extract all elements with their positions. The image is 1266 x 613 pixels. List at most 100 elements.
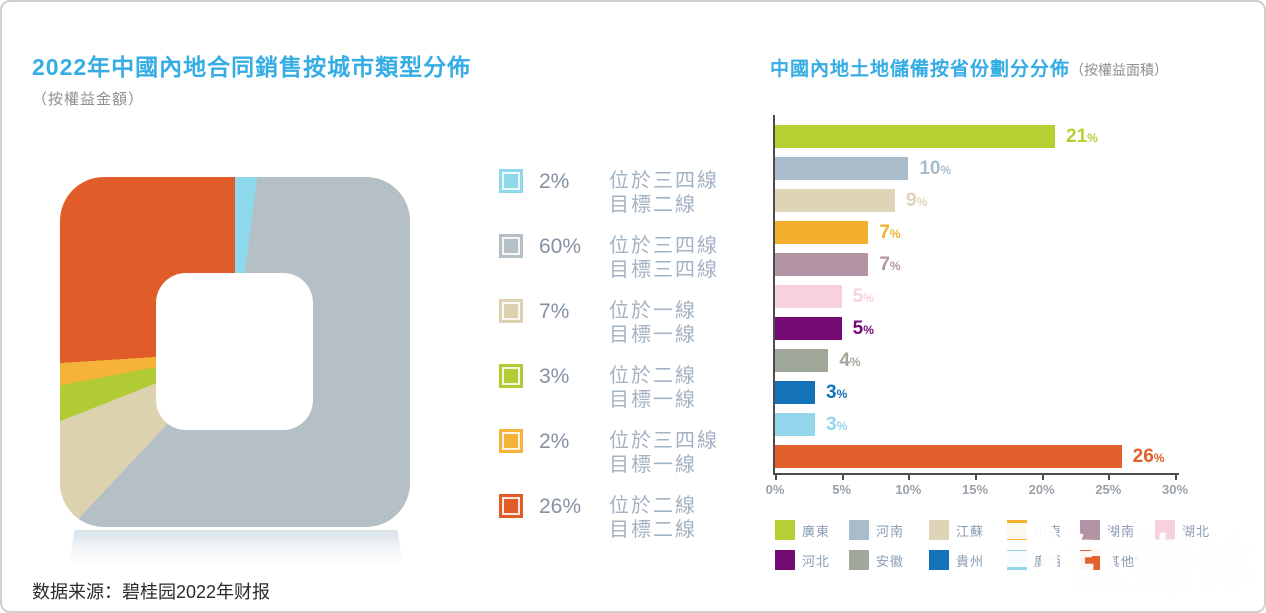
- legend-label: 位於三四線 目標一線: [609, 430, 719, 476]
- bar-row-湖北: 5%: [775, 285, 1195, 308]
- legend-label: 位於二線 目標一線: [609, 365, 697, 411]
- bar-value-label: 3%: [826, 414, 847, 436]
- bar-legend-item-安徽: 安徽: [849, 550, 904, 570]
- bar-row-廣東: 21%: [775, 125, 1195, 148]
- legend-swatch: [1080, 550, 1100, 570]
- legend-label: 山東: [1034, 523, 1063, 539]
- legend-swatch: [1007, 520, 1027, 540]
- x-axis-tick: [908, 475, 911, 480]
- bar-value-label: 5%: [853, 286, 874, 308]
- bar-value-label: 21%: [1066, 126, 1098, 148]
- bar-value-unit: %: [836, 419, 848, 433]
- bar-value: 26: [1132, 446, 1154, 467]
- bar-fill: [775, 445, 1122, 468]
- bar-value: 5: [852, 318, 864, 339]
- bar-value-label: 4%: [839, 350, 860, 372]
- bar-legend-item-山東: 山東: [1007, 520, 1062, 540]
- legend-label: 河北: [802, 553, 831, 569]
- bar-row-其他*: 26%: [775, 445, 1195, 468]
- legend-swatch: [499, 299, 523, 323]
- bar-row-廣西: 3%: [775, 413, 1195, 436]
- x-axis-tick-label: 10%: [895, 482, 922, 497]
- bar-fill: [775, 349, 829, 372]
- bar-value-unit: %: [836, 387, 848, 401]
- bar-fill: [775, 189, 895, 212]
- legend-label: 廣西: [1034, 553, 1063, 569]
- donut-legend-item: 2% 位於三四線 目標二線: [499, 169, 719, 217]
- x-axis-tick-label: 5%: [832, 482, 852, 497]
- bar-value: 21: [1066, 126, 1088, 147]
- bar-value-label: 26%: [1133, 446, 1165, 468]
- left-chart-title: 2022年中國內地合同銷售按城市類型分佈: [32, 54, 472, 80]
- bar-value-label: 10%: [919, 158, 951, 180]
- bar-row-安徽: 4%: [775, 349, 1195, 372]
- legend-label: 位於三四線 目標二線: [609, 170, 719, 216]
- bar-value-unit: %: [889, 259, 901, 273]
- bar-value-label: 9%: [906, 190, 927, 212]
- legend-label: 江蘇: [956, 523, 985, 539]
- bar-value-unit: %: [1087, 131, 1098, 145]
- x-axis-tick-label: 0%: [765, 482, 785, 497]
- legend-label: 湖北: [1182, 523, 1211, 539]
- legend-label: 位於二線 目標二線: [609, 495, 697, 541]
- donut-legend-item: 60% 位於三四線 目標三四線: [499, 234, 719, 282]
- bar-legend-item-江蘇: 江蘇: [929, 520, 984, 540]
- data-source: 数据来源：碧桂园2022年财报: [32, 582, 271, 602]
- bar-value: 3: [826, 414, 837, 435]
- bar-legend-item-湖北: 湖北: [1155, 520, 1210, 540]
- bar-value-unit: %: [849, 355, 861, 369]
- bar-legend-item-廣東: 廣東: [775, 520, 830, 540]
- x-axis-line: [773, 473, 1179, 475]
- legend-percent: 2%: [539, 170, 570, 193]
- donut-legend: 2% 位於三四線 目標二線 60% 位於三四線 目標三四線 7% 位於一線 目標一線 3% 位…: [499, 169, 719, 542]
- x-axis-tick: [1175, 475, 1177, 480]
- legend-swatch: [499, 494, 523, 518]
- legend-swatch: [499, 234, 523, 258]
- bar-value-unit: %: [863, 323, 874, 337]
- legend-swatch: [499, 169, 523, 193]
- legend-percent: 7%: [539, 300, 570, 323]
- legend-label: 位於一線 目標一線: [609, 300, 697, 346]
- bar-value: 4: [839, 350, 850, 371]
- donut-hole: [156, 273, 313, 430]
- donut-reflection: [68, 530, 404, 570]
- legend-label: 河南: [876, 523, 905, 539]
- legend-swatch: [499, 364, 523, 388]
- bar-value: 3: [826, 382, 837, 403]
- bar-fill: [775, 413, 815, 436]
- legend-swatch: [1007, 550, 1027, 570]
- bar-legend-item-河北: 河北: [775, 550, 830, 570]
- bar-legend-item-貴州: 貴州: [929, 550, 984, 570]
- bar-value-unit: %: [1153, 451, 1165, 465]
- bar-value-label: 5%: [853, 318, 874, 340]
- bar-legend-item-河南: 河南: [849, 520, 904, 540]
- bar-chart: 21% 10% 9% 7% 7% 5% 5% 4% 3% 3% 26% 0% 5% 10% 15% 20% 25…: [766, 115, 1195, 497]
- bar-legend-item-其他*: 其他*: [1080, 550, 1141, 570]
- bar-value-label: 3%: [826, 382, 847, 404]
- bar-value-unit: %: [863, 291, 874, 305]
- legend-swatch: [849, 550, 869, 570]
- x-axis-tick-label: 25%: [1095, 482, 1122, 497]
- legend-swatch: [775, 520, 795, 540]
- legend-swatch: [1155, 520, 1175, 540]
- legend-percent: 26%: [539, 495, 582, 518]
- x-axis-tick: [841, 475, 844, 480]
- legend-label: 湖南: [1107, 523, 1136, 539]
- bar-fill: [775, 125, 1055, 148]
- legend-swatch: [929, 550, 949, 570]
- bar-value-label: 7%: [879, 254, 900, 276]
- legend-swatch: [929, 520, 949, 540]
- bar-value: 9: [906, 190, 917, 211]
- x-axis-tick: [775, 475, 777, 480]
- right-chart-subtitle: （按權益面積）: [1070, 62, 1169, 78]
- bar-value-unit: %: [940, 163, 952, 177]
- legend-label: 位於三四線 目標三四線: [609, 235, 719, 281]
- bar-value: 7: [879, 254, 890, 275]
- y-axis-line: [773, 115, 775, 475]
- bar-row-山東: 7%: [775, 221, 1195, 244]
- bar-fill: [775, 253, 869, 276]
- x-axis-tick: [1108, 475, 1111, 480]
- right-chart-header: 中國內地土地儲備按省份劃分分佈（按權益面積）: [770, 54, 1168, 81]
- legend-swatch: [1080, 520, 1100, 540]
